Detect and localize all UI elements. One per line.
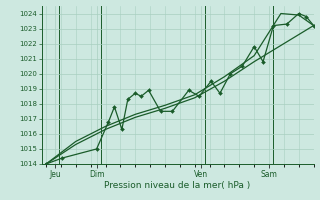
X-axis label: Pression niveau de la mer( hPa ): Pression niveau de la mer( hPa ) [104, 181, 251, 190]
